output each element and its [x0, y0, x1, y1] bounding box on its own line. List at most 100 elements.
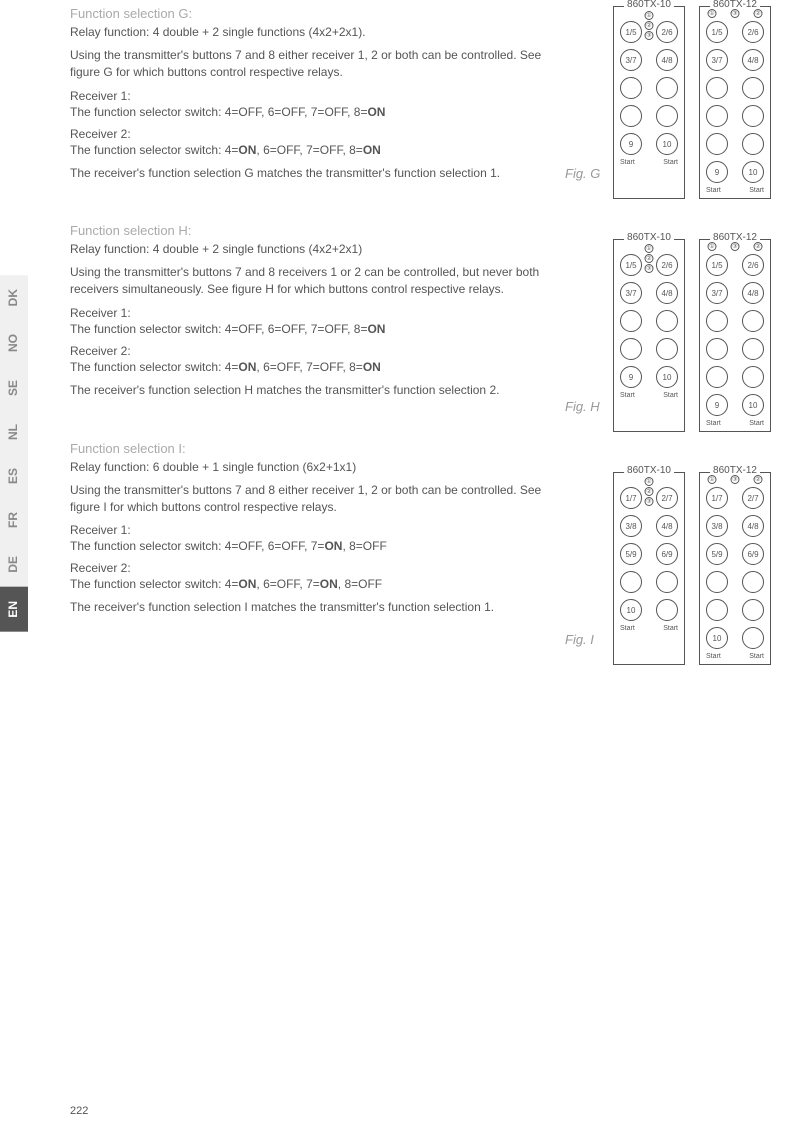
mini-indicator: ①: [708, 242, 717, 251]
mini-indicator: ①: [708, 9, 717, 18]
figure-pair: 860TX-10①②③1/52/63/74/8910StartStart860T…: [613, 239, 771, 432]
transmitter-button: [742, 133, 764, 155]
transmitter-button: 5/9: [620, 543, 642, 565]
transmitter-label: 860TX-10: [624, 0, 674, 10]
button-row: [706, 133, 764, 155]
lang-tab-nl[interactable]: NL: [0, 410, 28, 454]
start-row: StartStart: [620, 392, 678, 399]
button-row: ①③②1/52/6: [706, 254, 764, 276]
transmitter-button: 10: [656, 366, 678, 388]
rx1-switch: The function selector switch: 4=OFF, 6=O…: [70, 105, 550, 119]
transmitter-button: 1/5: [620, 254, 642, 276]
transmitter-button: [656, 571, 678, 593]
transmitter-button: [706, 105, 728, 127]
relay-line: Relay function: 4 double + 2 single func…: [70, 242, 550, 256]
lang-tab-es[interactable]: ES: [0, 454, 28, 498]
transmitter-button: [706, 338, 728, 360]
transmitter-button: 3/7: [706, 282, 728, 304]
lang-tab-fr[interactable]: FR: [0, 498, 28, 542]
button-row: 3/74/8: [706, 49, 764, 71]
transmitter-button: 4/8: [656, 515, 678, 537]
button-row: [706, 366, 764, 388]
transmitter-button: [620, 571, 642, 593]
transmitter-button: 2/6: [656, 254, 678, 276]
rx2-label: Receiver 2:: [70, 561, 550, 575]
transmitter-button: 3/7: [706, 49, 728, 71]
transmitter-button: 6/9: [742, 543, 764, 565]
transmitter-button: [656, 105, 678, 127]
transmitter-button: 4/8: [656, 49, 678, 71]
rx2-switch: The function selector switch: 4=ON, 6=OF…: [70, 360, 550, 374]
transmitter-button: 5/9: [706, 543, 728, 565]
figure-caption: Fig. G: [565, 166, 600, 181]
mini-indicator: ③: [645, 31, 654, 40]
transmitter-button: 9: [706, 161, 728, 183]
transmitter-button: 2/6: [742, 21, 764, 43]
mini-indicator: ①: [645, 11, 654, 20]
transmitter-button: [656, 338, 678, 360]
transmitter-button: 1/5: [706, 254, 728, 276]
transmitter-button: [742, 366, 764, 388]
lang-tab-de[interactable]: DE: [0, 542, 28, 587]
button-row: ①③②1/52/6: [706, 21, 764, 43]
transmitter-box: 860TX-12①③②1/52/63/74/8910StartStart: [699, 6, 771, 199]
mini-indicator: ①: [645, 244, 654, 253]
rx2-switch: The function selector switch: 4=ON, 6=OF…: [70, 577, 550, 591]
mini-indicator: ②: [754, 242, 763, 251]
transmitter-button: 9: [620, 366, 642, 388]
transmitter-button: [706, 310, 728, 332]
transmitter-button: 3/8: [620, 515, 642, 537]
button-row: [620, 77, 678, 99]
transmitter-button: 3/7: [620, 49, 642, 71]
rx1-label: Receiver 1:: [70, 306, 550, 320]
figure-caption: Fig. H: [565, 399, 600, 414]
transmitter-button: [656, 77, 678, 99]
transmitter-button: [706, 133, 728, 155]
diagrams-column: 860TX-10①②③1/52/63/74/8910StartStart860T…: [613, 6, 771, 705]
button-row: 9 10: [620, 366, 678, 388]
button-row: 3/74/8: [620, 282, 678, 304]
mini-indicator: ③: [645, 497, 654, 506]
lang-tab-no[interactable]: NO: [0, 320, 28, 366]
lang-tab-se[interactable]: SE: [0, 366, 28, 410]
button-row: [706, 599, 764, 621]
button-row: 5/9 6/9: [620, 543, 678, 565]
transmitter-button: [742, 310, 764, 332]
transmitter-box: 860TX-12①③②1/72/73/84/85/96/910StartStar…: [699, 472, 771, 665]
transmitter-label: 860TX-10: [624, 232, 674, 243]
button-row: 9 10: [706, 161, 764, 183]
mini-indicator: ②: [754, 9, 763, 18]
lang-tab-dk[interactable]: DK: [0, 275, 28, 320]
rx2-label: Receiver 2:: [70, 127, 550, 141]
mini-indicator: ①: [708, 475, 717, 484]
transmitter-button: 3/7: [620, 282, 642, 304]
button-row: ①②③1/72/7: [620, 487, 678, 509]
transmitter-button: 10: [742, 394, 764, 416]
transmitter-button: 1/7: [706, 487, 728, 509]
transmitter-button: 6/9: [656, 543, 678, 565]
transmitter-button: 2/6: [742, 254, 764, 276]
mini-indicator: ②: [645, 21, 654, 30]
button-row: [620, 571, 678, 593]
transmitter-button: 9: [620, 133, 642, 155]
transmitter-button: 1/5: [706, 21, 728, 43]
mini-indicator: ③: [731, 242, 740, 251]
description: Using the transmitter's buttons 7 and 8 …: [70, 482, 550, 516]
section-title: Function selection I:: [70, 441, 550, 456]
main-content: Function selection G: Relay function: 4 …: [70, 6, 550, 616]
mini-indicator: ③: [731, 475, 740, 484]
transmitter-button: [742, 77, 764, 99]
transmitter-button: [620, 310, 642, 332]
transmitter-button: [620, 77, 642, 99]
transmitter-button: 3/8: [706, 515, 728, 537]
transmitter-button: [742, 105, 764, 127]
rx2-label: Receiver 2:: [70, 344, 550, 358]
transmitter-button: 10: [742, 161, 764, 183]
transmitter-button: 10: [706, 627, 728, 649]
button-row: 3/7 4/8: [620, 49, 678, 71]
button-row: 910: [706, 394, 764, 416]
lang-tab-en[interactable]: EN: [0, 587, 28, 632]
match-line: The receiver's function selection I matc…: [70, 599, 550, 616]
transmitter-button: [620, 105, 642, 127]
button-row: 3/74/8: [706, 282, 764, 304]
